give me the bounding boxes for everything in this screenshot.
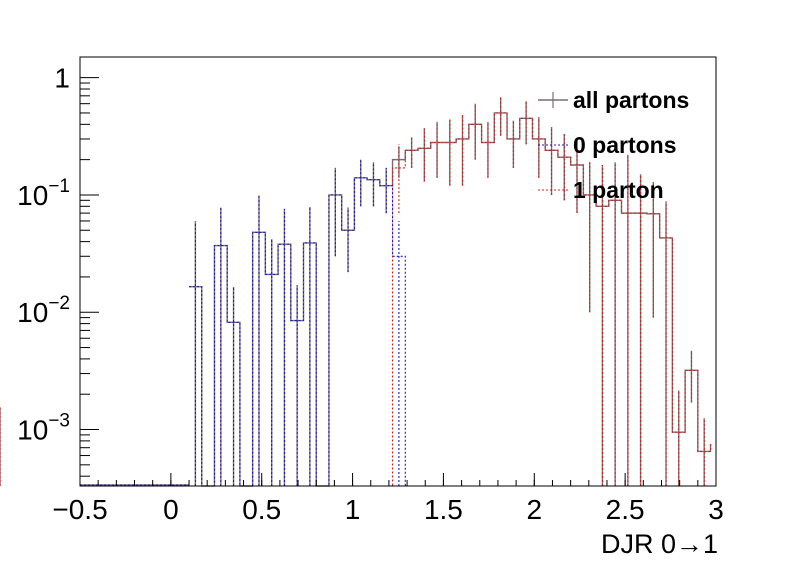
x-tick-label: 1: [345, 494, 361, 525]
y-tick-label: 10−2: [17, 293, 70, 328]
x-tick-label: 0: [163, 494, 179, 525]
x-tick-label: −0.5: [52, 494, 107, 525]
x-tick-label: 2: [526, 494, 542, 525]
x-tick-label: 3: [708, 494, 724, 525]
plot-frame: [79, 56, 717, 487]
x-axis-title: DJR 0→1: [601, 529, 718, 559]
x-tick-label: 0.5: [242, 494, 281, 525]
plot-area: [0, 97, 712, 487]
y-tick-label: 1: [54, 63, 70, 94]
legend-entry-label: 0 partons: [573, 132, 677, 158]
axes: −0.5 0 0.5 1 1.5 2 2.5 3 10−3 10−2 10−1 1: [17, 56, 724, 525]
series-step-line: [189, 112, 712, 487]
y-tick-label: 10−3: [17, 411, 70, 446]
legend-entry-label: all partons: [573, 87, 689, 113]
x-tick-label: 2.5: [606, 494, 645, 525]
x-tick-label: 1.5: [424, 494, 463, 525]
legend: all partons 0 partons 1 parton: [538, 87, 689, 203]
legend-entry-label: 1 parton: [573, 177, 664, 203]
y-tick-label: 10−1: [17, 176, 70, 211]
